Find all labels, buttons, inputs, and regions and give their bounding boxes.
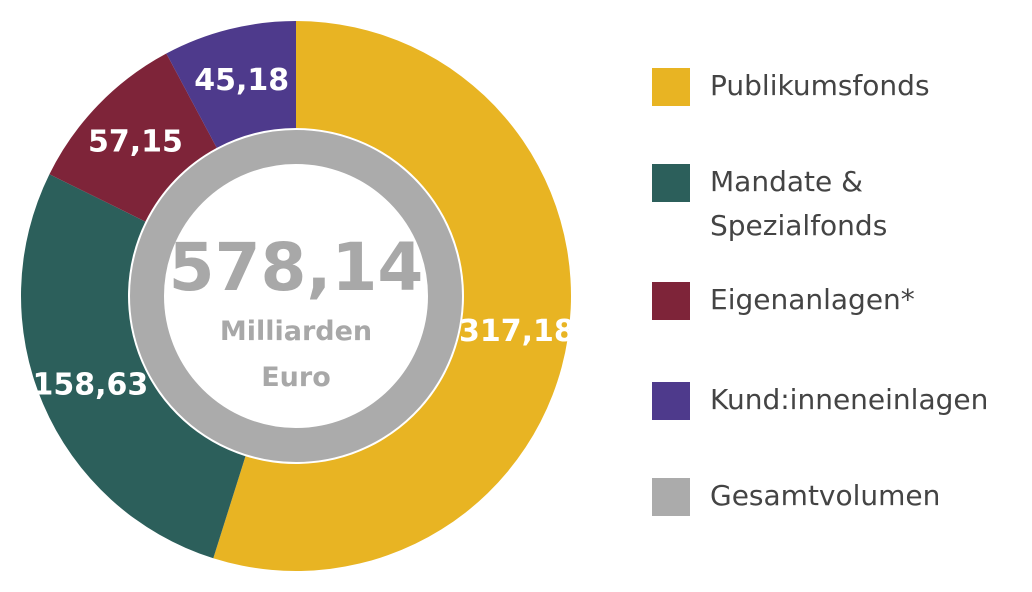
- legend: Publikumsfonds Mandate & Spezialfonds Ei…: [652, 0, 1032, 592]
- total-ring: [130, 130, 462, 462]
- legend-item-eigenanlagen: Eigenanlagen*: [652, 278, 1030, 322]
- donut-slices: [21, 21, 572, 571]
- legend-item-publikumsfonds: Publikumsfonds: [652, 64, 1030, 108]
- center-unit-line1: Milliarden: [220, 316, 372, 347]
- legend-swatch-kundinneneinlagen: [652, 382, 690, 420]
- legend-swatch-gesamtvolumen: [652, 478, 690, 516]
- legend-label-mandate-spezialfonds: Mandate & Spezialfonds: [710, 165, 888, 242]
- center-total-value: 578,14: [169, 229, 424, 306]
- legend-item-gesamtvolumen: Gesamtvolumen: [652, 474, 1030, 518]
- legend-swatch-publikumsfonds: [652, 68, 690, 106]
- slice-label-eigenanlagen: 57,15: [88, 125, 183, 160]
- slice-mandate-spezialfonds: [21, 174, 246, 559]
- legend-label-eigenanlagen: Eigenanlagen*: [710, 283, 915, 316]
- slice-label-mandate-spezialfonds: 158,63: [33, 368, 149, 403]
- legend-label-kundinneneinlagen: Kund:inneneinlagen: [710, 383, 989, 416]
- slice-labels: 317,18 158,63 57,15 45,18: [33, 63, 575, 403]
- legend-label-gesamtvolumen: Gesamtvolumen: [710, 479, 941, 512]
- legend-swatch-mandate-spezialfonds: [652, 164, 690, 202]
- slice-kund-inneneinlagen: [166, 21, 296, 148]
- slice-publikumsfonds: [213, 21, 572, 571]
- legend-item-kundinneneinlagen: Kund:inneneinlagen: [652, 378, 1030, 422]
- slice-label-kund-inneneinlagen: 45,18: [194, 63, 289, 98]
- center-unit-line2: Euro: [261, 362, 331, 393]
- slice-eigenanlagen: [49, 53, 217, 222]
- legend-item-mandate-spezialfonds: Mandate & Spezialfonds: [652, 160, 1030, 248]
- slice-label-publikumsfonds: 317,18: [459, 314, 575, 349]
- legend-swatch-eigenanlagen: [652, 282, 690, 320]
- legend-label-publikumsfonds: Publikumsfonds: [710, 69, 930, 102]
- donut-chart: 317,18 158,63 57,15 45,18 578,14 Milliarden…: [21, 21, 575, 571]
